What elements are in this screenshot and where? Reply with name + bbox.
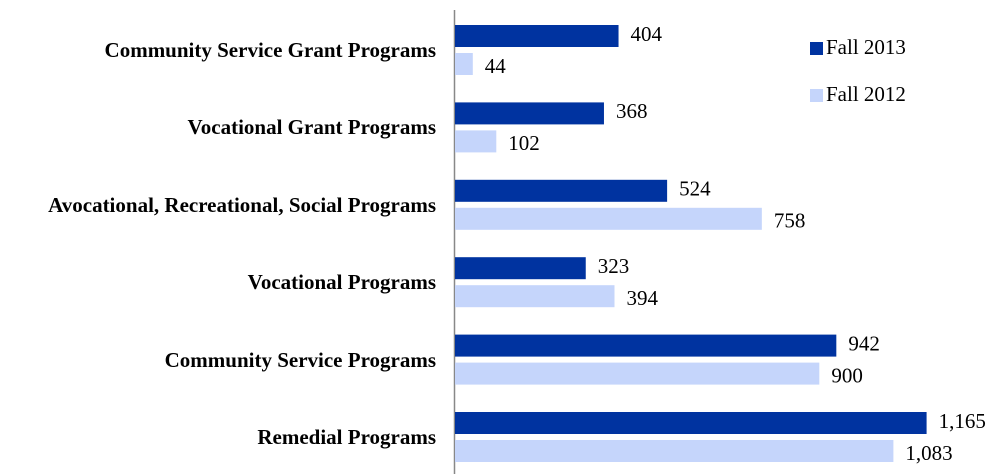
- value-label: 404: [631, 22, 663, 46]
- value-label: 1,083: [905, 441, 952, 465]
- value-label: 1,165: [939, 409, 986, 433]
- value-label: 368: [616, 99, 648, 123]
- bar: [455, 53, 473, 75]
- bar: [455, 334, 837, 357]
- legend-label: Fall 2012: [826, 82, 906, 106]
- bar: [455, 285, 615, 308]
- value-label: 102: [508, 131, 540, 155]
- bar: [455, 362, 820, 385]
- bar: [455, 25, 619, 47]
- value-label: 524: [679, 177, 711, 201]
- bar: [455, 207, 762, 230]
- value-label: 323: [598, 254, 630, 278]
- bar: [455, 130, 497, 153]
- value-label: 900: [831, 363, 863, 387]
- category-label: Remedial Programs: [257, 425, 436, 449]
- bar: [455, 412, 927, 434]
- category-label: Vocational Programs: [247, 270, 436, 295]
- bar: [455, 179, 668, 202]
- legend-swatch: [810, 89, 823, 102]
- value-label: 758: [774, 209, 806, 233]
- value-label: 44: [485, 54, 507, 78]
- category-label: Vocational Grant Programs: [187, 115, 436, 140]
- legend-swatch: [810, 42, 823, 55]
- bar: [455, 257, 586, 280]
- category-label: Community Service Programs: [164, 347, 436, 372]
- bar: [455, 102, 604, 125]
- category-label: Community Service Grant Programs: [104, 38, 436, 62]
- bar: [455, 440, 894, 462]
- legend-label: Fall 2013: [826, 35, 906, 59]
- value-label: 942: [848, 331, 880, 355]
- category-label: Avocational, Recreational, Social Progra…: [48, 192, 436, 217]
- value-label: 394: [626, 286, 658, 310]
